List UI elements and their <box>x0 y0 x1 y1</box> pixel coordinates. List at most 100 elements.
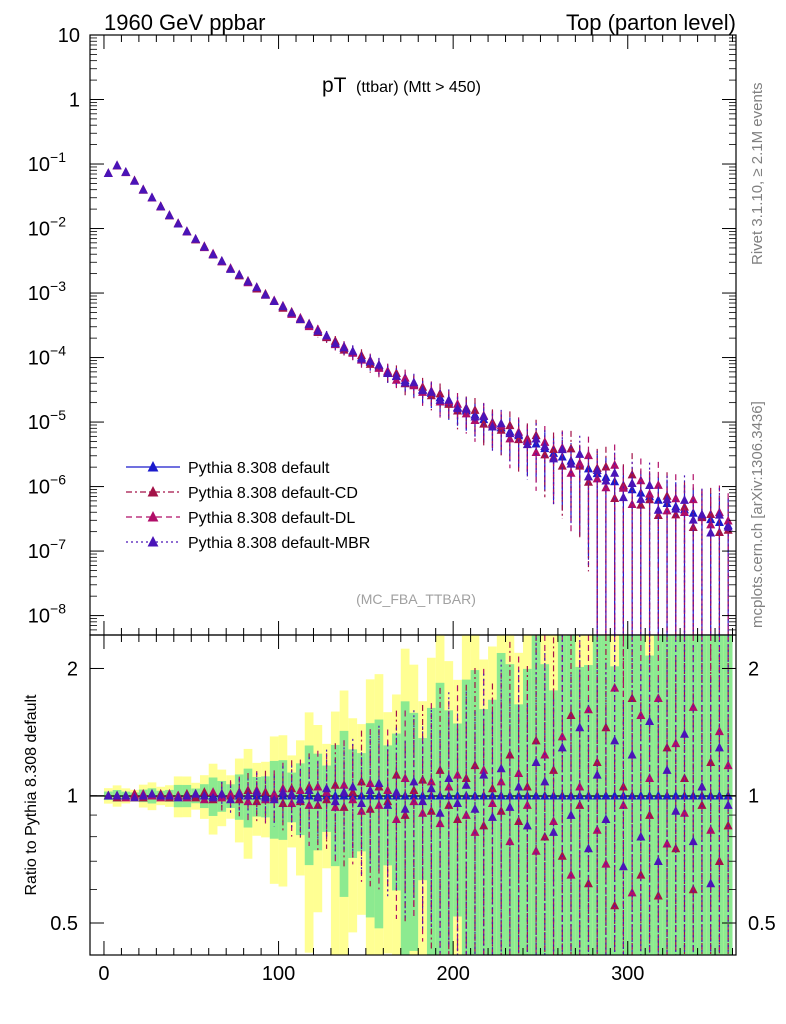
legend: Pythia 8.308 default Pythia 8.308 default… <box>126 460 370 552</box>
ratio-point <box>287 788 297 798</box>
ratio-point <box>592 824 602 834</box>
ratio-tick-label-right: 2 <box>748 658 759 680</box>
ratio-point <box>400 804 410 813</box>
ratio-point <box>583 704 593 714</box>
data-point <box>348 346 358 355</box>
data-point <box>610 468 620 477</box>
ratio-point <box>618 800 628 809</box>
ratio-series-3 <box>103 635 733 955</box>
ratio-point <box>540 776 550 786</box>
x-tick-label: 300 <box>611 963 644 985</box>
data-point <box>627 484 637 494</box>
ratio-point <box>583 878 593 888</box>
ratio-point <box>365 790 375 800</box>
ratio-point <box>252 796 262 806</box>
ratio-point <box>444 773 454 782</box>
header-right: Top (parton level) <box>566 10 736 35</box>
ratio-point <box>348 781 358 791</box>
ratio-point <box>531 790 541 800</box>
data-point <box>522 439 532 449</box>
ratio-point <box>226 794 236 804</box>
ratio-point <box>610 900 620 910</box>
data-point <box>627 478 637 488</box>
ratio-point <box>356 798 366 807</box>
data-point <box>662 505 672 515</box>
ratio-point <box>409 785 419 795</box>
data-point <box>557 444 567 454</box>
data-point <box>426 387 436 396</box>
y-tick-label: 10 <box>58 25 80 47</box>
ratio-point <box>208 792 218 802</box>
series-3 <box>103 160 733 635</box>
data-point <box>339 342 349 352</box>
ratio-point <box>714 742 724 752</box>
ratio-point <box>697 781 707 791</box>
data-point <box>653 494 663 504</box>
ratio-point <box>365 804 375 813</box>
data-point <box>226 264 236 273</box>
ratio-tick-label-right: 1 <box>748 786 759 808</box>
data-point <box>487 421 497 431</box>
ratio-point <box>121 790 131 800</box>
ratio-point <box>610 682 620 692</box>
ratio-point <box>339 787 349 796</box>
ratio-point <box>662 838 672 848</box>
ratio-point <box>697 800 707 809</box>
data-point <box>260 289 270 299</box>
upper-data-points <box>103 160 733 635</box>
data-point <box>592 465 602 474</box>
data-point <box>540 441 550 451</box>
ratio-point <box>339 780 349 789</box>
ratio-point <box>130 792 140 802</box>
data-point <box>714 509 724 519</box>
ratio-tick-label-left: 0.5 <box>50 913 78 935</box>
ratio-point <box>479 769 489 779</box>
ratio-point <box>531 757 541 767</box>
ratio-point <box>418 796 428 806</box>
data-point <box>252 282 262 292</box>
ratio-point <box>671 806 681 815</box>
ratio-point <box>164 790 174 800</box>
ratio-point <box>505 802 515 811</box>
data-point <box>191 234 201 243</box>
ratio-point <box>601 722 611 732</box>
ratio-point <box>173 792 183 802</box>
y-tick-label: 10−6 <box>28 472 66 499</box>
ratio-point <box>514 768 524 778</box>
ratio-point <box>330 780 340 789</box>
data-point <box>112 160 122 170</box>
data-point <box>130 176 140 185</box>
data-point <box>679 495 689 504</box>
ratio-point <box>374 778 384 788</box>
ratio-point <box>383 800 393 809</box>
data-point <box>164 210 174 220</box>
legend-marker <box>147 536 159 547</box>
ratio-point <box>601 790 611 800</box>
ratio-point <box>435 808 445 817</box>
y-tick-label: 1 <box>69 90 80 112</box>
ratio-point <box>723 760 733 770</box>
ratio-point <box>496 763 506 773</box>
ratio-point <box>461 810 471 819</box>
data-point <box>671 503 681 513</box>
ratio-point <box>645 716 655 726</box>
data-point <box>627 469 637 479</box>
x-tick-label: 100 <box>262 963 295 985</box>
ratio-point <box>627 749 637 759</box>
legend-item: Pythia 8.308 default-CD <box>126 485 358 502</box>
data-point <box>374 359 384 369</box>
data-point <box>505 433 515 443</box>
ratio-point <box>147 788 157 798</box>
data-point <box>435 395 445 404</box>
data-point <box>531 447 541 456</box>
ratio-point <box>627 693 637 703</box>
data-point <box>618 492 628 502</box>
ratio-point <box>138 790 148 800</box>
ratio-point <box>679 808 689 817</box>
y-tick-label: 10−3 <box>28 278 66 305</box>
ratio-point <box>112 790 122 800</box>
lower-data-points <box>103 635 733 955</box>
legend-label: Pythia 8.308 default-MBR <box>188 535 370 552</box>
data-point <box>409 377 419 387</box>
